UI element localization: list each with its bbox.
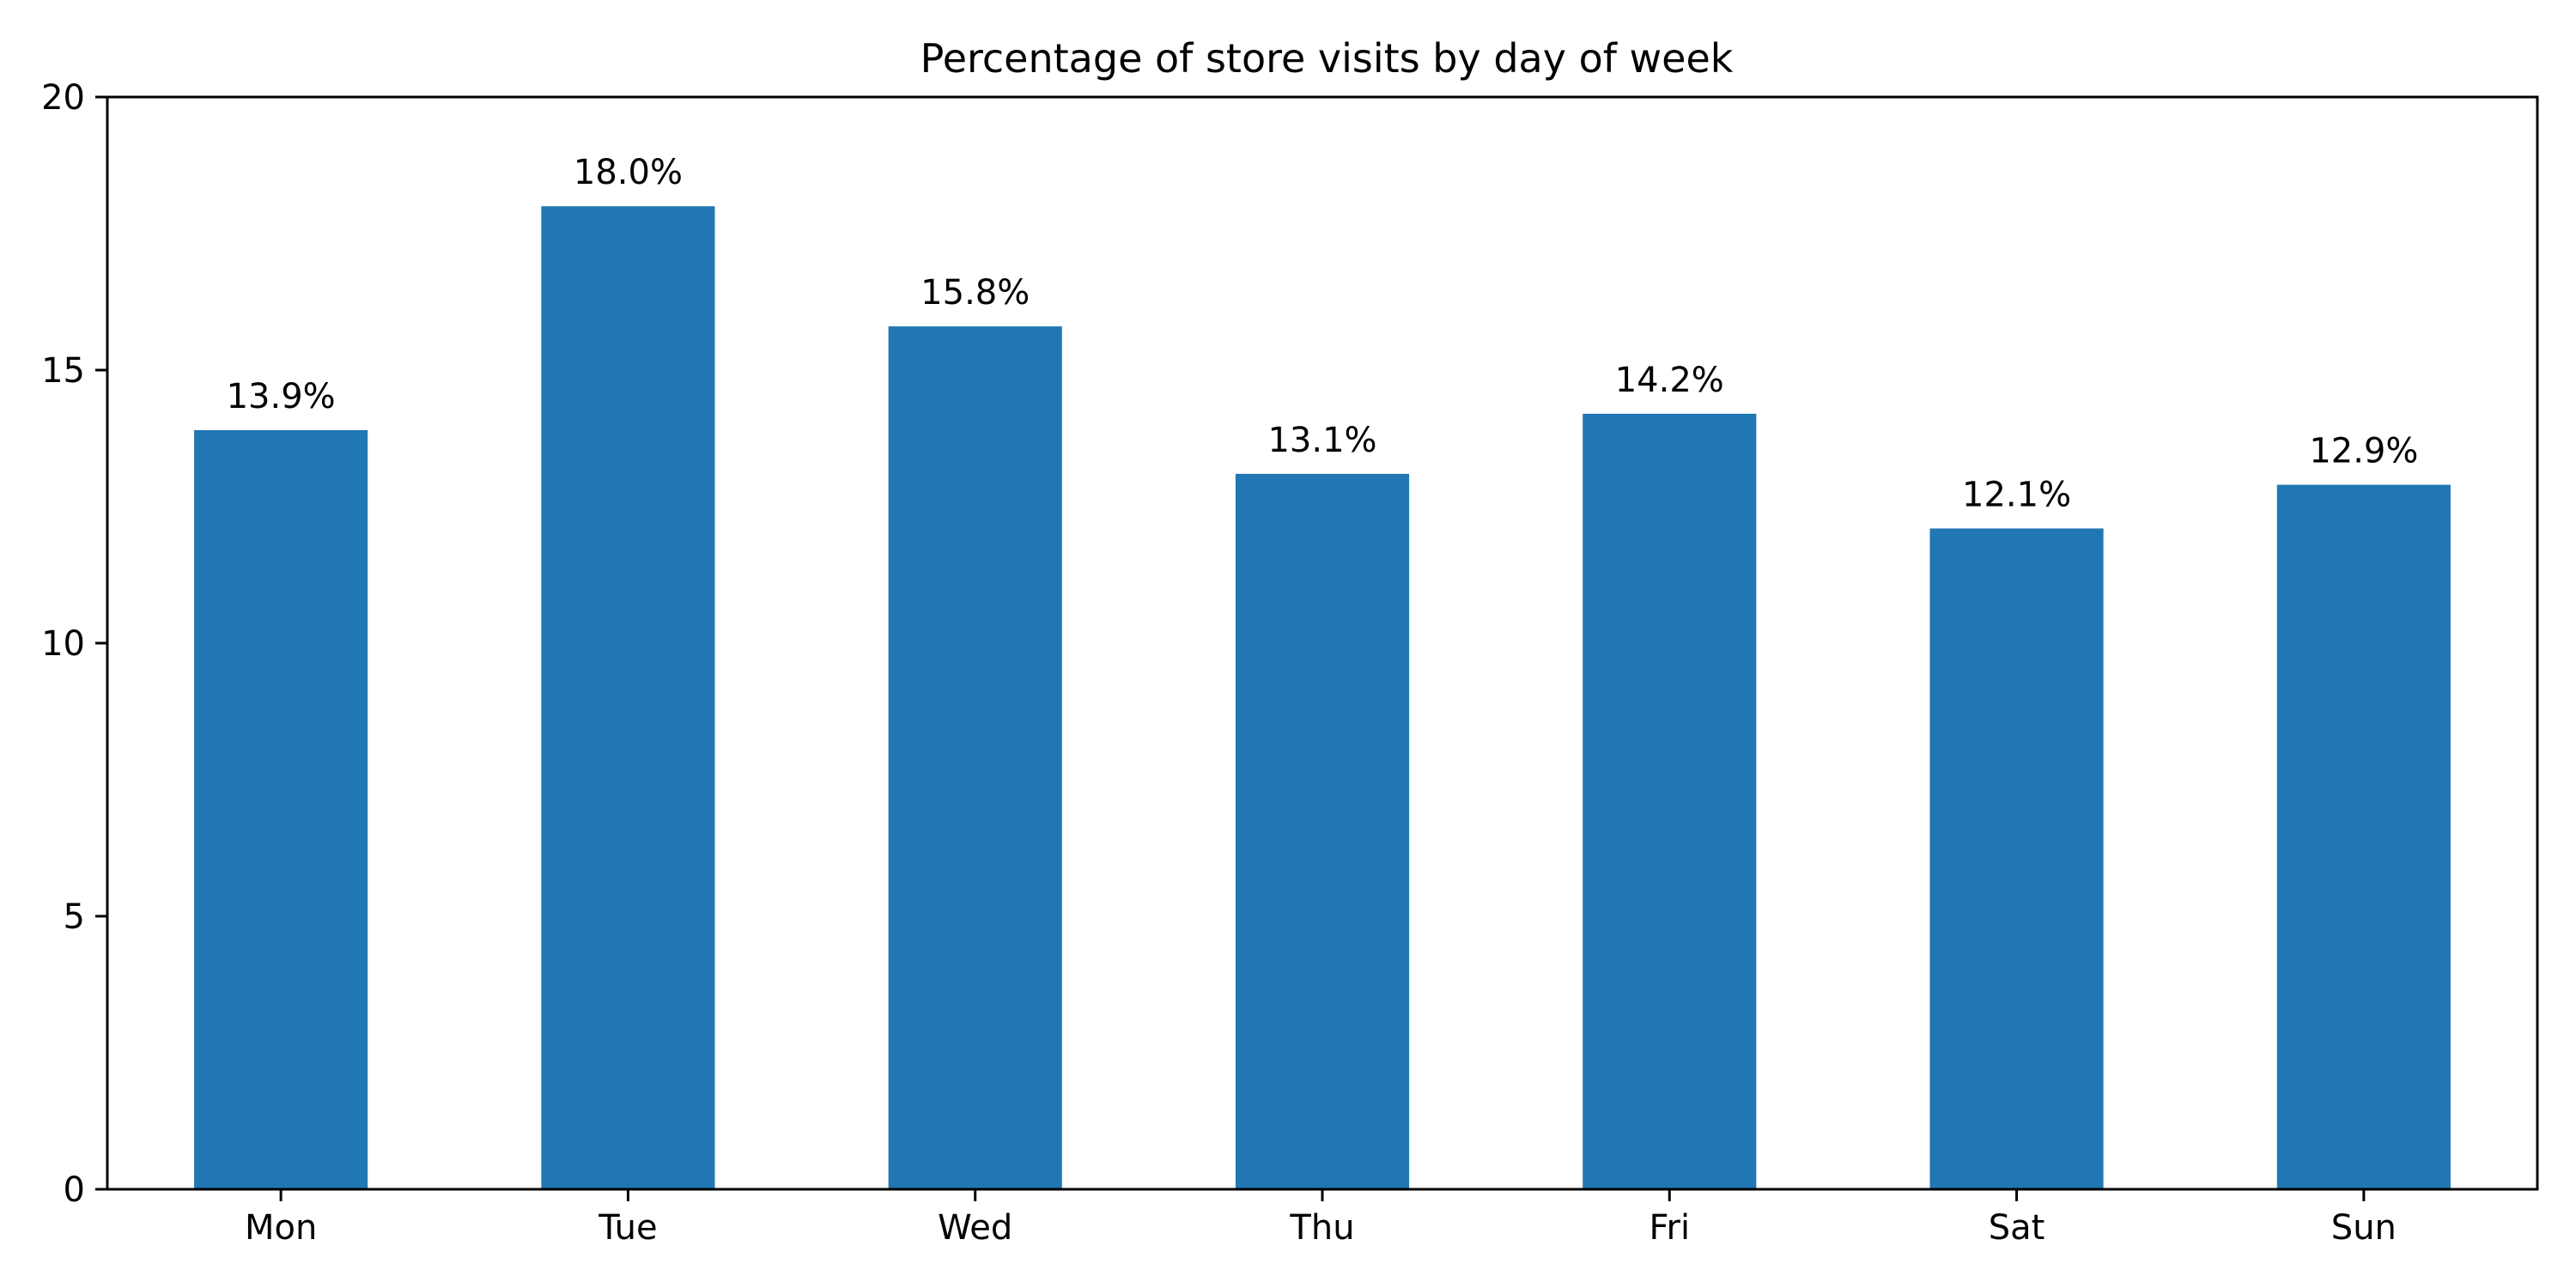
data-label-fri: 14.2% — [1615, 361, 1724, 400]
x-tick-label-fri: Fri — [1649, 1208, 1690, 1248]
axes-layer: 0 5 10 15 20 Mon Tue Wed Thu Fri Sat Sun — [41, 78, 2539, 1248]
data-labels-layer: 13.9% 18.0% 15.8% 13.1% 14.2% 12.1% 12.9% — [227, 153, 2419, 514]
bars-layer — [194, 206, 2451, 1190]
data-label-mon: 13.9% — [227, 377, 336, 416]
x-tick-label-wed: Wed — [938, 1208, 1012, 1248]
x-tick-label-mon: Mon — [245, 1208, 317, 1248]
data-label-wed: 15.8% — [920, 273, 1030, 313]
bar-thu — [1235, 473, 1410, 1189]
chart-title: Percentage of store visits by day of wee… — [920, 35, 1734, 82]
data-label-sun: 12.9% — [2309, 432, 2418, 471]
y-tick-label-20: 20 — [41, 78, 85, 118]
data-label-thu: 13.1% — [1267, 421, 1376, 460]
x-tick-label-sun: Sun — [2331, 1208, 2397, 1248]
y-tick-label-15: 15 — [41, 351, 85, 391]
y-tick-label-10: 10 — [41, 624, 85, 664]
bar-fri — [1583, 413, 1757, 1189]
x-tick-label-sat: Sat — [1989, 1208, 2045, 1248]
y-tick-label-5: 5 — [64, 897, 85, 937]
x-tick-label-tue: Tue — [598, 1208, 657, 1248]
bar-wed — [888, 326, 1062, 1189]
bar-tue — [541, 206, 715, 1190]
bar-sun — [2276, 484, 2451, 1189]
data-label-tue: 18.0% — [574, 153, 683, 192]
data-label-sat: 12.1% — [1962, 475, 2071, 514]
bar-sat — [1929, 528, 2104, 1189]
bar-mon — [194, 429, 368, 1190]
y-tick-label-0: 0 — [64, 1170, 85, 1210]
x-tick-label-thu: Thu — [1289, 1208, 1354, 1248]
